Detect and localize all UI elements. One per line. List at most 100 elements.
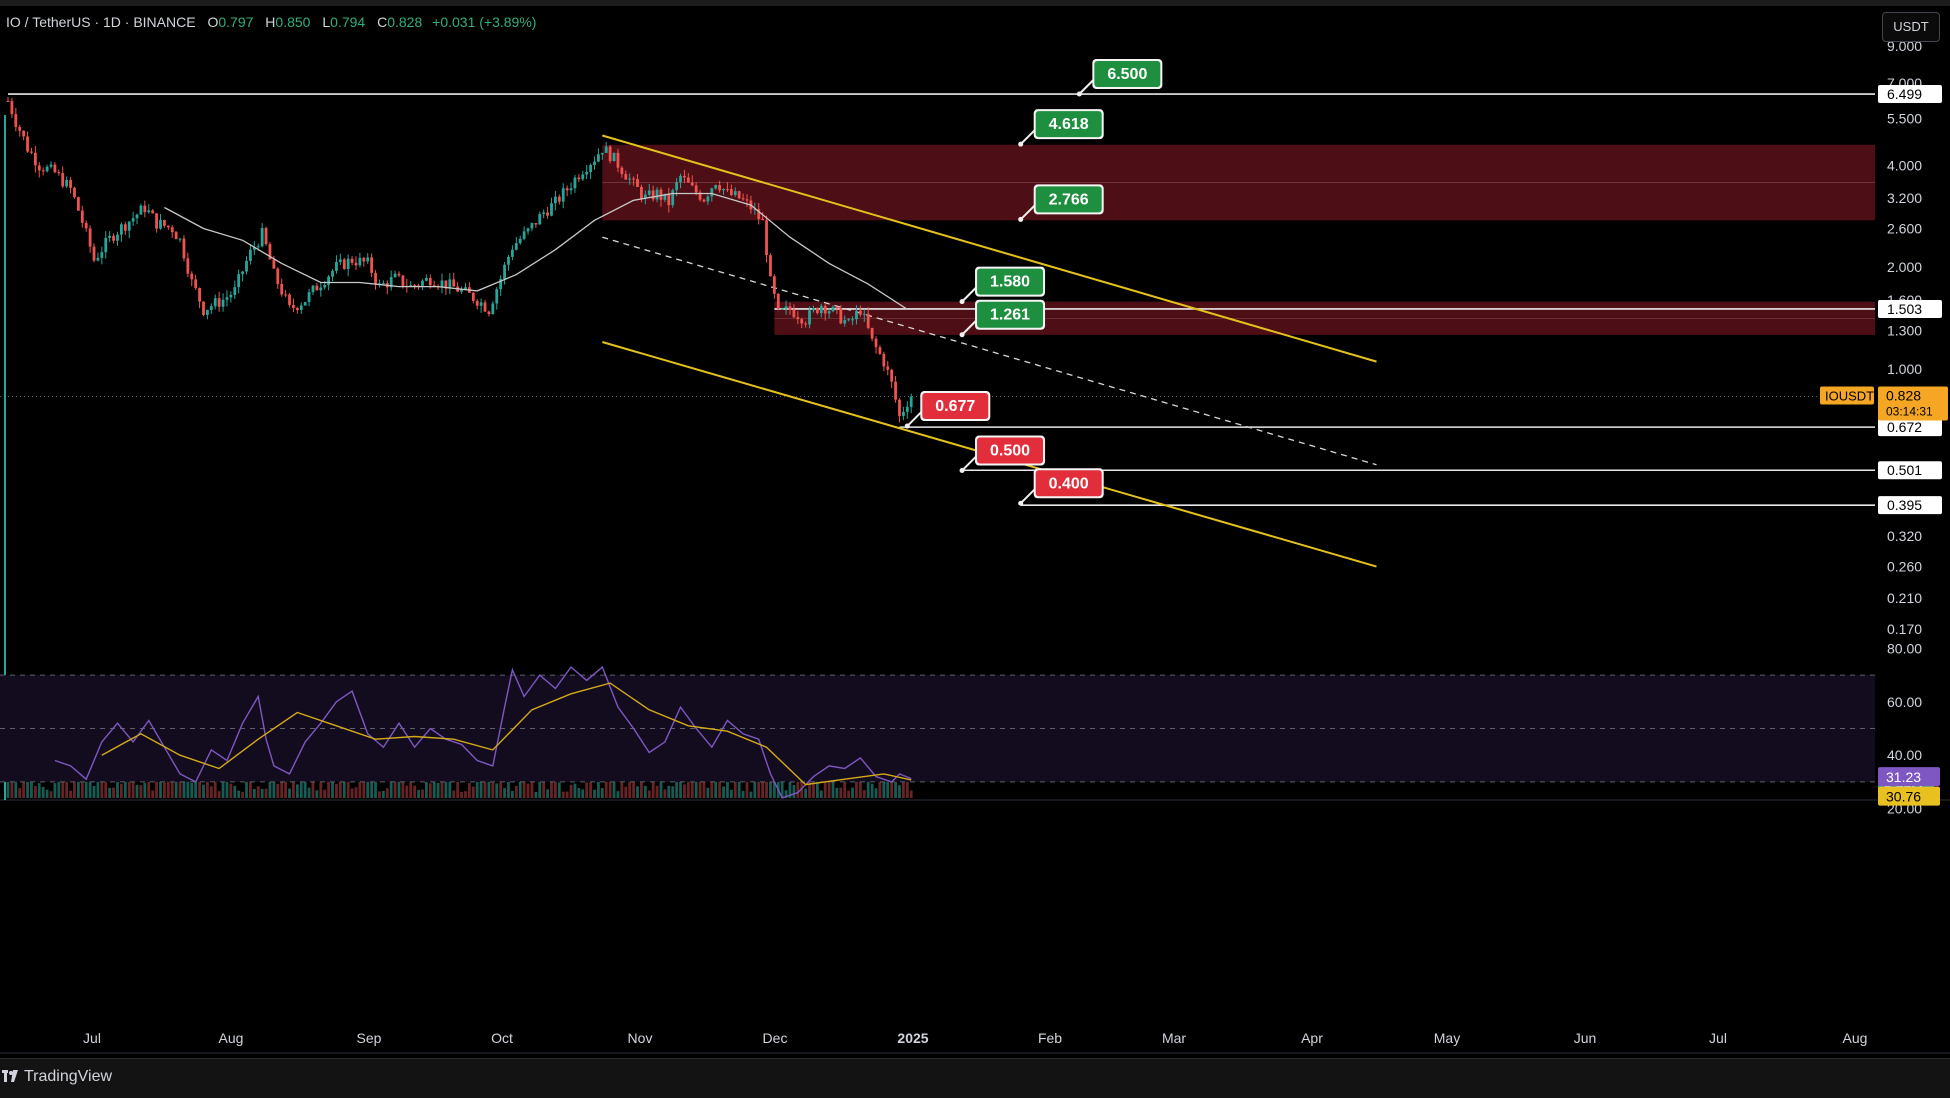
candle [690,175,694,187]
header-high-label: H [265,14,276,30]
candle [737,190,741,200]
candle-body [690,182,694,186]
time-axis-tick: May [1434,1030,1460,1046]
candle [577,174,581,183]
volume-bar [675,773,679,798]
candle-body [119,224,123,235]
volume-bar [295,784,299,798]
volume-bar [198,773,201,798]
currency-button[interactable]: USDT [1882,12,1940,42]
candle [10,97,14,118]
tradingview-brand[interactable]: TradingView [24,1068,113,1085]
volume-bar [518,778,522,798]
candle-body [600,152,604,155]
candle [131,211,135,226]
candle-body [444,280,448,289]
candle-body [499,278,503,290]
candle [815,307,819,315]
candle [18,124,22,137]
candle [542,209,546,219]
candle-body [772,276,776,294]
volume-bar [671,786,675,798]
candle-body [366,257,370,262]
candle [460,286,463,294]
volume-bar [186,780,190,798]
volume-bar [350,788,354,798]
candle-body [667,193,671,206]
volume-bar [401,780,405,798]
candle-body [393,273,397,278]
volume-bar [65,775,69,798]
volume-bar [894,782,897,798]
candle [647,184,651,197]
volume-bar [370,773,374,798]
candle-body [127,221,131,231]
candle [381,280,385,285]
candle-body [401,275,405,286]
candle-body [659,189,663,200]
candle-body [585,171,589,175]
candle [119,222,123,242]
candle-body [213,298,217,307]
candle-body [597,154,600,162]
candle-body [765,220,768,256]
candle-body [73,187,76,198]
volume-bar [831,773,835,798]
target-callout: 0.500 [959,435,1046,474]
candle-body [694,185,698,193]
candle [741,193,745,201]
time-axis-tick: Dec [763,1030,788,1046]
candle [686,173,690,183]
target-anchor [959,468,965,474]
candle-body [632,178,635,180]
volume-bar [464,791,467,798]
header-low-value: 0.794 [330,14,366,30]
volume-bar [843,776,847,798]
candle [155,213,158,233]
symbol-price-tag-label: IOUSDT [1825,388,1874,403]
volume-bar [745,774,749,798]
candle-body [174,232,178,240]
volume-bar [726,775,729,798]
candle-body [643,194,647,199]
target-anchor [1018,216,1024,222]
candle-body [424,277,428,281]
chart-svg[interactable]: 6.500 4.618 2.766 1.580 1.261 0.677 0.500 0.400… [0,0,1950,1058]
volume-bar [303,775,307,798]
header-symbol[interactable]: IO / TetherUS · 1D · BINANCE [6,14,196,30]
volume-bar [315,790,319,798]
volume-bar [796,772,800,798]
candle [745,194,749,208]
candle [499,275,503,296]
candle-body [741,198,745,200]
candle-body [413,285,417,287]
volume-bar [495,783,499,798]
volume-bar [741,791,745,798]
candle [780,307,784,310]
volume-bar [245,779,248,798]
volume-bar [338,773,342,798]
candle [49,161,53,169]
volume-bar [901,779,905,798]
candle-body [143,205,147,213]
candle-body [534,223,538,225]
candle [385,280,389,295]
volume-bar [530,776,534,798]
candle-body [45,166,49,172]
candle-body [647,190,651,195]
candle [612,152,616,162]
candle [659,187,663,207]
candle-body [18,126,22,131]
volume-bar [225,775,229,798]
candle-body [252,247,256,250]
level-axis-badge [1878,299,1942,318]
volume-bar [546,789,549,798]
time-axis-tick: Apr [1301,1030,1323,1046]
volume-bar [698,781,702,798]
volume-bar [88,779,92,798]
candle-body [221,299,225,307]
volume-bar [30,772,33,798]
level-axis-badge [1878,85,1942,104]
candle [534,223,538,228]
